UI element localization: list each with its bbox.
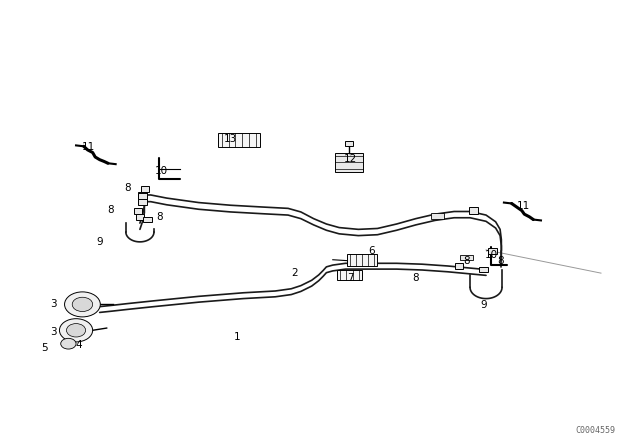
Bar xyxy=(431,213,444,219)
Circle shape xyxy=(60,319,93,342)
Text: 9: 9 xyxy=(480,300,487,310)
Text: 3: 3 xyxy=(50,299,56,310)
Text: 8: 8 xyxy=(124,183,131,193)
Text: 13: 13 xyxy=(224,134,237,144)
Text: 11: 11 xyxy=(82,142,95,152)
Circle shape xyxy=(61,338,76,349)
Bar xyxy=(455,263,463,269)
Bar xyxy=(143,217,152,223)
Bar xyxy=(468,207,477,214)
Text: 5: 5 xyxy=(41,343,47,353)
Circle shape xyxy=(65,292,100,317)
Bar xyxy=(347,254,378,266)
Text: 6: 6 xyxy=(368,246,374,256)
Bar xyxy=(461,255,473,260)
Text: 7: 7 xyxy=(347,273,353,284)
Text: 3: 3 xyxy=(50,327,56,337)
Text: 11: 11 xyxy=(516,201,530,211)
Text: 9: 9 xyxy=(97,237,103,247)
Bar xyxy=(134,208,142,214)
Bar xyxy=(141,186,150,192)
Bar xyxy=(136,214,144,220)
Text: 8: 8 xyxy=(156,212,163,222)
Text: 4: 4 xyxy=(76,340,82,350)
Text: 8: 8 xyxy=(412,272,419,283)
Text: 8: 8 xyxy=(463,256,470,266)
Text: 2: 2 xyxy=(291,268,298,278)
Text: C0004559: C0004559 xyxy=(575,426,616,435)
Circle shape xyxy=(67,323,86,337)
Bar xyxy=(479,267,488,272)
Bar xyxy=(138,192,147,198)
Text: 1: 1 xyxy=(234,332,240,341)
Text: 8: 8 xyxy=(108,205,114,215)
Circle shape xyxy=(72,297,93,311)
Text: 8: 8 xyxy=(497,256,504,266)
Bar xyxy=(337,270,362,280)
Bar xyxy=(218,134,260,147)
Text: 10: 10 xyxy=(484,250,498,260)
Text: 10: 10 xyxy=(155,166,168,177)
Text: 12: 12 xyxy=(344,154,357,164)
Bar xyxy=(488,248,497,254)
Bar xyxy=(345,141,353,146)
Bar xyxy=(138,198,147,205)
Bar xyxy=(138,194,147,199)
Bar xyxy=(335,152,363,172)
